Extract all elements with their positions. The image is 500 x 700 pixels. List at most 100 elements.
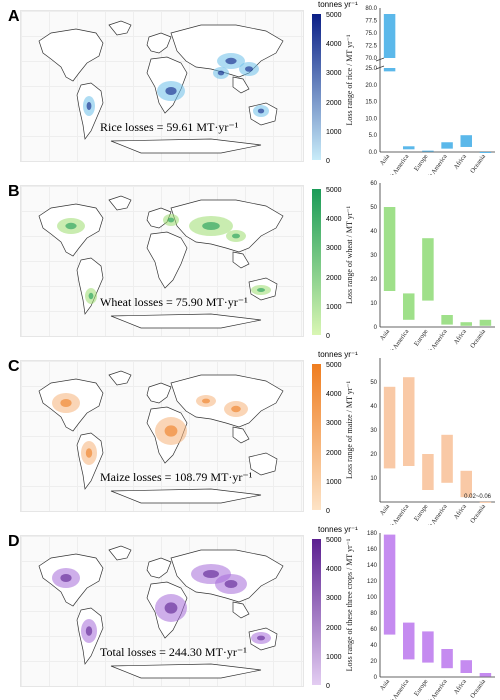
continent-outline	[146, 557, 172, 579]
loss-hotspot-core	[202, 398, 210, 404]
y-tick-label: 40	[370, 404, 377, 410]
loss-hotspot-core	[165, 87, 177, 95]
continent-outline	[146, 32, 172, 54]
y-tick-label: 20.0	[365, 83, 377, 89]
y-tick-label: 72.5	[365, 44, 377, 50]
map-svg	[38, 20, 284, 154]
y-axis-label: Loss range of these three crops / MT yr⁻…	[345, 538, 354, 671]
wheat-loss-chart: Loss range of wheat / MT yr⁻¹ 60 50 40 30 20 1…	[345, 181, 495, 350]
colorbar	[312, 189, 321, 335]
panel-letter: D	[8, 533, 20, 550]
loss-hotspot-core	[257, 288, 265, 292]
y-tick-label: 140	[367, 563, 378, 569]
colorbar-tick-label: 0	[326, 508, 330, 515]
world-map	[20, 535, 304, 687]
continent-outline	[110, 313, 262, 329]
continent-outline	[248, 452, 278, 476]
loss-range-bar	[479, 319, 492, 326]
loss-hotspot-core	[167, 217, 175, 223]
continent-outline	[108, 545, 132, 561]
x-category-label: Africa	[453, 153, 468, 171]
y-tick-label: 20	[370, 659, 377, 665]
colorbar-tick-label: 5000	[326, 187, 342, 194]
y-tick-label: 120	[367, 579, 378, 585]
x-category-label: Oceania	[469, 153, 487, 175]
colorbar-tick-label: 3000	[326, 420, 342, 428]
loss-hotspot-core	[224, 580, 238, 588]
x-category-label: Africa	[453, 328, 468, 346]
map-svg	[38, 545, 284, 679]
world-map	[20, 360, 304, 512]
colorbar-tick-label: 3000	[326, 70, 342, 78]
y-tick-label: 77.5	[365, 19, 377, 25]
y-tick-label: 20	[370, 452, 377, 458]
x-category-label: Africa	[453, 503, 468, 521]
loss-hotspot-core	[86, 102, 92, 110]
y-tick-label: 70.0	[365, 56, 377, 62]
continent-outline	[232, 601, 250, 619]
colorbar-tick-label: 5000	[326, 537, 342, 544]
colorbar-title: tonnes yr⁻¹	[318, 350, 358, 359]
y-tick-label: 10	[370, 301, 377, 307]
rice-loss-chart: Loss range of rice / MT yr⁻¹ 80.0 77.5 75.0…	[345, 6, 495, 175]
colorbar-tick-label: 5000	[326, 12, 342, 19]
y-tick-label: 40	[370, 229, 377, 235]
colorbar-title: tonnes yr⁻¹	[318, 525, 358, 534]
loss-range-bar	[460, 322, 472, 326]
loss-range-bar	[383, 68, 396, 72]
continent-outline	[232, 426, 250, 444]
y-tick-label: 180	[367, 531, 378, 537]
continent-outline	[146, 231, 188, 289]
y-tick-label: 25.0	[365, 66, 377, 72]
loss-hotspot-core	[85, 626, 93, 636]
continent-outline	[232, 251, 250, 269]
loss-hotspot-core	[60, 574, 72, 582]
y-tick-label: 80	[370, 611, 377, 617]
axis-break-mark	[375, 57, 385, 70]
loss-range-bar	[479, 501, 492, 503]
loss-range-bar	[403, 293, 415, 320]
y-tick-label: 60	[370, 627, 377, 633]
loss-hotspot-core	[231, 405, 241, 413]
y-tick-label: 80.0	[365, 6, 377, 12]
colorbar	[312, 14, 321, 160]
map-svg	[38, 370, 284, 504]
colorbar-title: tonnes yr⁻¹	[318, 0, 358, 9]
colorbar-tick-label: 1000	[326, 653, 342, 661]
loss-range-bar	[441, 142, 453, 149]
colorbar	[312, 539, 321, 685]
y-tick-label: 10	[370, 476, 377, 482]
y-tick-label: 0	[374, 675, 378, 681]
loss-range-bar	[460, 660, 472, 673]
y-tick-label: 100	[367, 595, 378, 601]
x-category-label: Asia	[379, 153, 392, 167]
bar-annotation: 0.02~0.06	[464, 494, 492, 500]
x-category-label: Asia	[379, 328, 392, 342]
x-category-label: Europe	[413, 678, 430, 697]
loss-range-bar	[383, 14, 396, 58]
loss-range-bar	[441, 434, 453, 483]
colorbar-tick-label: 3000	[326, 595, 342, 603]
panel-letter: B	[8, 183, 20, 200]
loss-range-bar	[403, 146, 415, 150]
world-map	[20, 185, 304, 337]
loss-range-bar	[403, 377, 415, 466]
colorbar-tick-label: 2000	[326, 99, 342, 107]
loss-range-bar	[422, 631, 434, 663]
x-category-label: Europe	[413, 153, 430, 172]
panel-d: D Total losses = 244.30 MT·yr⁻¹ tonnes y…	[0, 525, 500, 700]
loss-hotspot-core	[60, 399, 72, 407]
y-tick-label: 5.0	[369, 133, 378, 139]
continent-outline	[170, 374, 284, 428]
y-tick-label: 160	[367, 547, 378, 553]
y-tick-label: 50	[370, 205, 377, 211]
y-tick-label: 50	[370, 380, 377, 386]
loss-hotspot-core	[65, 222, 77, 230]
panel-letter: C	[8, 358, 20, 375]
loss-range-bar	[383, 534, 396, 635]
colorbar-tick-label: 4000	[326, 566, 342, 574]
loss-hotspot-core	[232, 233, 240, 239]
loss-range-bar	[383, 207, 396, 291]
colorbar-tick-label: 4000	[326, 216, 342, 224]
y-axis-label: Loss range of maize / MT yr⁻¹	[345, 380, 354, 479]
